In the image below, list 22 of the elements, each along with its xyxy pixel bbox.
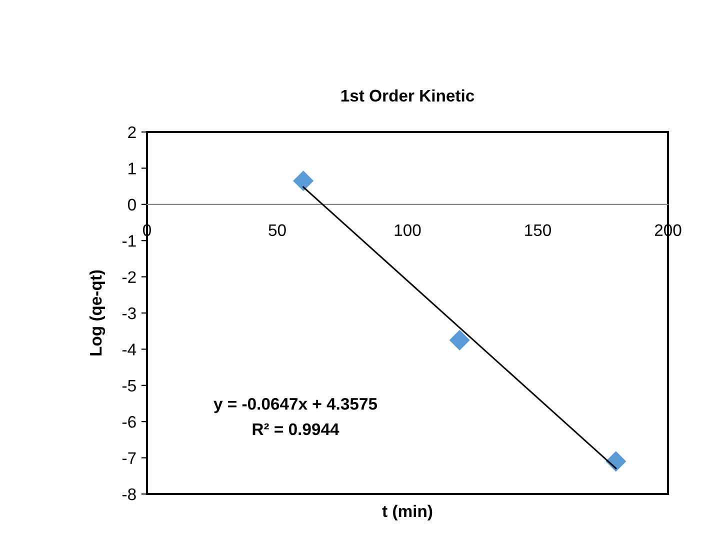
- x-tick-label: 50: [268, 224, 286, 236]
- x-axis-title: t (min): [382, 504, 432, 520]
- point: [449, 330, 470, 350]
- chart-title: 1st Order Kinetic: [341, 89, 474, 102]
- y-tick-label: -6: [122, 416, 136, 428]
- y-tick-label: -1: [122, 235, 136, 247]
- y-tick-label: -2: [122, 271, 136, 283]
- y-tick-label: -8: [122, 488, 136, 500]
- x-tick-label: 150: [525, 224, 552, 236]
- y-tick-label: 1: [128, 162, 136, 174]
- annotation: y = -0.0647x + 4.3575: [214, 398, 378, 414]
- y-tick-label: -4: [122, 344, 136, 356]
- y-tick-label: 2: [128, 126, 136, 138]
- point: [606, 451, 626, 472]
- y-axis-title: Log (qe-qt): [89, 270, 106, 356]
- x-tick-label: 100: [394, 224, 421, 236]
- y-tick-label: -7: [122, 452, 136, 464]
- y-tick-label: -3: [122, 307, 136, 320]
- y-tick-label: -5: [122, 380, 136, 392]
- y-tick-label: 0: [128, 198, 136, 211]
- point: [293, 170, 314, 192]
- annotation: R² = 0.9944: [252, 423, 340, 436]
